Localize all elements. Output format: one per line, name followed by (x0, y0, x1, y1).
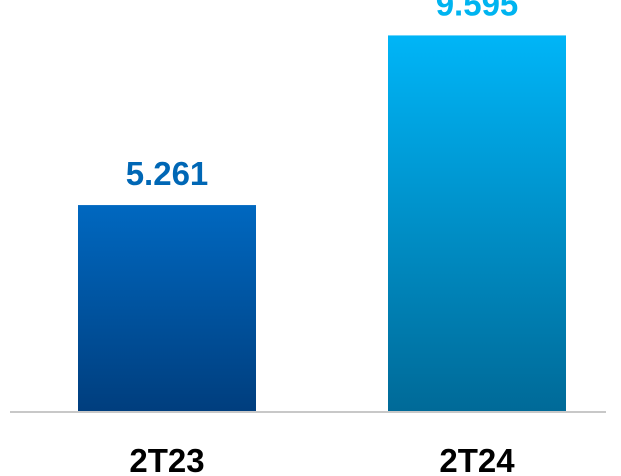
bar-2T24 (388, 35, 566, 411)
category-label-2T24: 2T24 (439, 442, 515, 476)
value-label-2T24: 9.595 (436, 0, 519, 22)
category-label-2T23: 2T23 (129, 442, 204, 476)
bar-2T23 (78, 205, 256, 411)
labels-layer: 5.261 2T23 9.595 2T24 (126, 0, 519, 476)
bars-layer (78, 35, 566, 411)
value-label-2T23: 5.261 (126, 155, 209, 192)
